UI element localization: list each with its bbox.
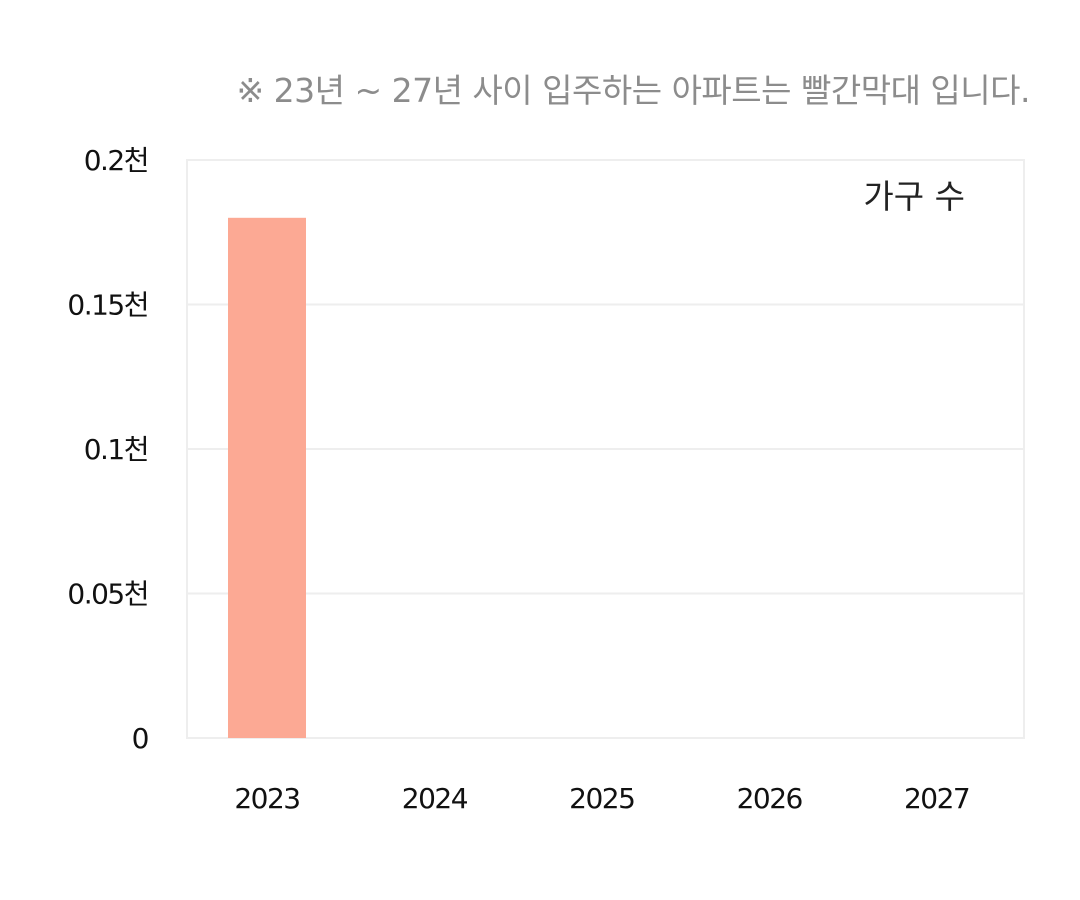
bar-2023 — [228, 217, 306, 739]
legend-label: 가구 수 — [863, 177, 965, 216]
x-tick-label: 2024 — [402, 782, 468, 815]
y-tick-label: 0.1천 — [84, 433, 148, 466]
y-axis-ticks: 0 0.05천 0.1천 0.15천 0.2천 — [67, 144, 149, 755]
grid-lines — [186, 159, 1025, 739]
x-tick-label: 2023 — [234, 782, 299, 815]
x-axis-ticks: 2023 2024 2025 2026 2027 — [234, 782, 970, 815]
bars — [228, 217, 306, 739]
x-tick-label: 2025 — [569, 782, 634, 815]
chart-note: ※ 23년 ~ 27년 사이 입주하는 아파트는 빨간막대 입니다. — [236, 71, 1030, 110]
y-tick-label: 0.05천 — [67, 578, 148, 611]
y-tick-label: 0 — [132, 722, 148, 755]
x-tick-label: 2026 — [737, 782, 803, 815]
y-tick-label: 0.2천 — [84, 144, 148, 177]
x-tick-label: 2027 — [904, 782, 969, 815]
y-tick-label: 0.15천 — [67, 289, 148, 322]
